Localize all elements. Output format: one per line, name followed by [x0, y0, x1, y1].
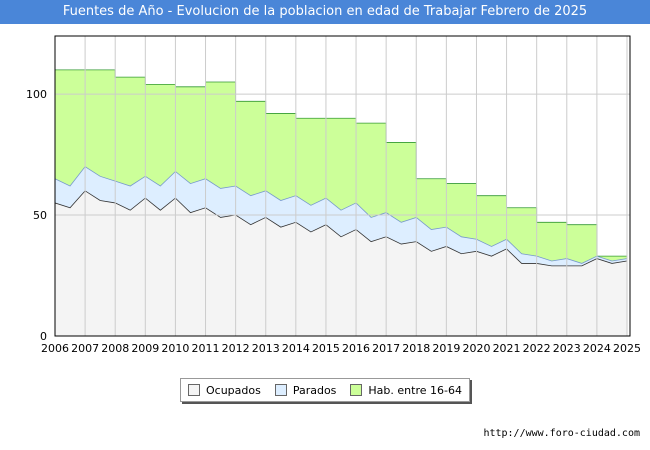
x-tick-label-2010: 2010 [161, 342, 189, 354]
legend-label-ocupados: Ocupados [205, 383, 261, 397]
x-tick-label-2013: 2013 [252, 342, 280, 354]
x-tick-label-2007: 2007 [71, 342, 99, 354]
x-tick-label-2016: 2016 [342, 342, 370, 354]
y-tick-label-100: 100 [26, 88, 47, 101]
x-tick-label-2023: 2023 [553, 342, 581, 354]
x-tick-label-2018: 2018 [402, 342, 430, 354]
legend-swatch-habitantes [350, 384, 363, 396]
x-tick-label-2021: 2021 [493, 342, 521, 354]
chart-canvas: 2006 2007 2008 2009 2010 2011 2012 2013 2014 2015… [26, 35, 641, 354]
y-tick-label-0: 0 [40, 330, 47, 343]
x-tick-label-2006: 2006 [41, 342, 69, 354]
x-tick-label-2024: 2024 [583, 342, 611, 354]
footer-url[interactable]: http://www.foro-ciudad.com [483, 428, 640, 439]
x-tick-label-2009: 2009 [131, 342, 159, 354]
y-tick-label-50: 50 [33, 209, 47, 222]
x-tick-label-2017: 2017 [372, 342, 400, 354]
x-tick-label-2012: 2012 [222, 342, 250, 354]
chart-legend: Ocupados Parados Hab. entre 16-64 [180, 378, 470, 402]
x-tick-label-2019: 2019 [432, 342, 460, 354]
legend-label-parados: Parados [292, 383, 337, 397]
x-tick-label-2022: 2022 [523, 342, 551, 354]
plot-frame [54, 35, 631, 337]
legend-item-parados: Parados [274, 383, 337, 397]
x-tick-label-2014: 2014 [282, 342, 310, 354]
area-ocupados [54, 190, 628, 337]
legend-label-habitantes: Hab. entre 16-64 [368, 383, 462, 397]
x-tick-label-2011: 2011 [192, 342, 220, 354]
x-tick-label-2008: 2008 [101, 342, 129, 354]
legend-swatch-parados [274, 384, 287, 396]
x-tick-label-2025: 2025 [613, 342, 641, 354]
legend-item-ocupados: Ocupados [187, 383, 261, 397]
x-tick-label-2015: 2015 [312, 342, 340, 354]
legend-item-habitantes: Hab. entre 16-64 [350, 384, 462, 397]
x-tick-label-2020: 2020 [462, 342, 490, 354]
chart-title: Fuentes de Año - Evolucion de la poblaci… [0, 0, 650, 24]
legend-swatch-ocupados [187, 384, 200, 396]
